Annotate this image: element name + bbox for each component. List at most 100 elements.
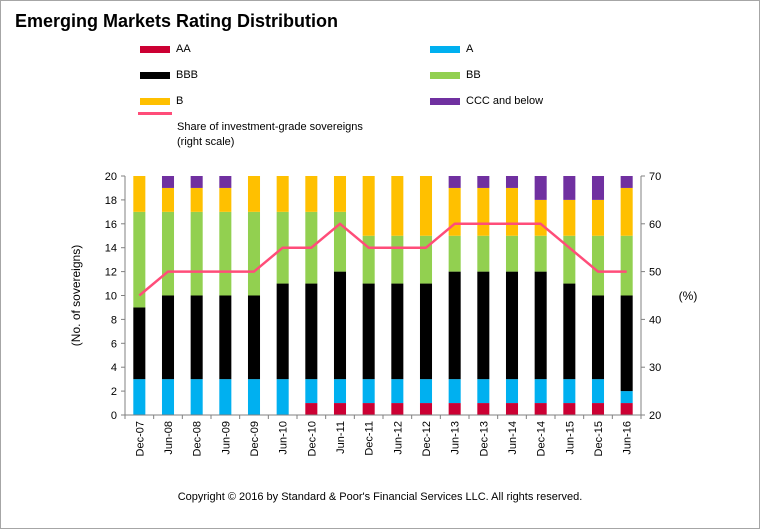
bar-segment-a-jun-15 (563, 379, 576, 404)
chart-title: Emerging Markets Rating Distribution (15, 11, 339, 31)
bar-segment-aa-jun-13 (448, 403, 461, 415)
bar-segment-aa-dec-15 (591, 403, 605, 415)
labels-layer: 0 2 4 6 8 10 12 14 16 18 20 20 30 40 50 60 70 Dec-07 Jun-0… (69, 171, 697, 456)
bar-segment-bbb-dec-08 (190, 295, 203, 380)
legend-swatch-bb (430, 71, 460, 79)
legend-item-a: A (430, 43, 473, 55)
y-tick-label: 14 (105, 243, 117, 255)
legend-swatch-share-line (138, 112, 172, 115)
y2-tick-label: 70 (649, 171, 661, 183)
bar-segment-bbb-jun-14 (505, 271, 519, 380)
bar-segment-aa-jun-16 (620, 403, 633, 415)
bar-segment-a-dec-09 (247, 379, 261, 415)
x-tick-label: Jun-16 (622, 421, 634, 455)
bar-segment-bb-dec-07 (133, 211, 146, 308)
copyright-text: Copyright © 2016 by Standard & Poor's Fi… (177, 491, 583, 503)
bar-segment-bbb-jun-10 (276, 283, 289, 380)
x-tick-label: Dec-13 (478, 421, 490, 456)
legend-item-aa: AA (140, 43, 191, 55)
share-investment-grade-line (138, 222, 627, 297)
bar-segment-a-jun-10 (276, 379, 289, 415)
legend-swatch-b (140, 97, 170, 105)
bar-segment-bb-dec-09 (247, 211, 261, 296)
legend-item-b: B (140, 95, 183, 107)
bar-segment-b-jun-14 (505, 187, 519, 236)
legend-label-bb: BB (466, 69, 481, 81)
y2-tick-label: 40 (649, 314, 661, 326)
bar-segment-b-jun-09 (219, 187, 232, 212)
bar-segment-a-dec-12 (419, 379, 433, 404)
bar-segment-b-dec-11 (362, 176, 375, 236)
y-tick-label: 2 (111, 386, 117, 398)
bar-segment-bb-dec-14 (534, 235, 547, 272)
legend-item-ccc: CCC and below (430, 95, 543, 107)
bar-segment-bbb-dec-11 (362, 283, 375, 380)
bar-segment-bbb-jun-11 (333, 271, 347, 380)
x-tick-label: Dec-07 (134, 421, 146, 456)
bar-segment-b-dec-08 (190, 187, 203, 212)
x-tick-label: Dec-09 (249, 421, 261, 456)
bar-segment-b-jun-10 (276, 176, 289, 212)
bar-segment-a-jun-08 (161, 379, 175, 415)
bar-segment-a-dec-07 (133, 379, 146, 415)
bar-segment-bb-dec-15 (591, 235, 605, 296)
x-tick-label: Jun-13 (450, 421, 462, 455)
legend-item-share-line: Share of investment-grade sovereigns (ri… (138, 112, 417, 150)
bar-segment-ccc-and-below-jun-14 (505, 176, 519, 188)
bar-segment-bb-jun-13 (448, 235, 461, 272)
y2-tick-label: 30 (649, 362, 661, 374)
y-tick-label: 6 (111, 338, 117, 350)
bar-segment-bbb-jun-16 (620, 295, 633, 392)
bar-segment-a-dec-15 (591, 379, 605, 404)
bar-segment-bbb-dec-15 (591, 295, 605, 380)
bar-segment-ccc-and-below-jun-08 (161, 176, 175, 188)
x-tick-label: Dec-15 (593, 421, 605, 456)
bar-segment-b-jun-11 (333, 176, 347, 212)
x-tick-label: Jun-14 (507, 421, 519, 455)
legend-label-a: A (466, 43, 474, 55)
bar-segment-ccc-and-below-dec-13 (477, 176, 490, 188)
x-tick-label: Jun-10 (278, 421, 290, 455)
bar-segment-b-dec-07 (133, 176, 146, 212)
legend-label-share-line: Share of investment-grade sovereigns (ri… (177, 120, 417, 150)
bar-segment-aa-dec-14 (534, 403, 547, 415)
bar-segment-bbb-dec-12 (419, 283, 433, 380)
bar-segment-ccc-and-below-jun-13 (448, 176, 461, 188)
bar-segment-a-jun-11 (333, 379, 347, 404)
x-tick-label: Jun-15 (564, 421, 576, 455)
legend-swatch-ccc (430, 97, 460, 105)
x-tick-label: Dec-11 (364, 421, 376, 456)
line-layer (138, 222, 627, 297)
bar-segment-aa-jun-14 (505, 403, 519, 415)
bar-segment-aa-dec-10 (305, 403, 318, 415)
bar-segment-bb-jun-11 (333, 211, 347, 272)
legend-item-bb: BB (430, 69, 481, 81)
y-tick-label: 10 (105, 291, 117, 303)
bar-segment-b-dec-12 (419, 176, 433, 236)
legend-label-aa: AA (176, 43, 191, 55)
bar-segment-a-jun-12 (391, 379, 404, 404)
bar-segment-ccc-and-below-jun-09 (219, 176, 232, 188)
x-tick-label: Jun-11 (335, 421, 347, 454)
y-tick-label: 16 (105, 219, 117, 231)
bar-segment-b-jun-08 (161, 187, 175, 212)
bar-segment-aa-dec-13 (477, 403, 490, 415)
bar-segment-ccc-and-below-jun-15 (563, 176, 576, 200)
bar-segment-bb-jun-14 (505, 235, 519, 272)
bar-segment-ccc-and-below-dec-08 (190, 176, 203, 188)
x-tick-label: Jun-12 (392, 421, 404, 455)
y2-tick-label: 60 (649, 219, 661, 231)
bar-segment-a-dec-14 (534, 379, 547, 404)
bar-segment-ccc-and-below-dec-15 (591, 176, 605, 200)
bar-segment-a-jun-14 (505, 379, 519, 404)
legend-swatch-bbb (140, 71, 170, 79)
bar-segment-aa-jun-15 (563, 403, 576, 415)
x-tick-label: Dec-14 (536, 421, 548, 456)
y-tick-label: 0 (111, 410, 117, 422)
y2-tick-label: 50 (649, 267, 661, 279)
bar-segment-ccc-and-below-dec-14 (534, 176, 547, 200)
bar-segment-bbb-dec-07 (133, 307, 146, 380)
legend-item-bbb: BBB (140, 69, 198, 81)
bar-segment-b-jun-16 (620, 187, 633, 236)
